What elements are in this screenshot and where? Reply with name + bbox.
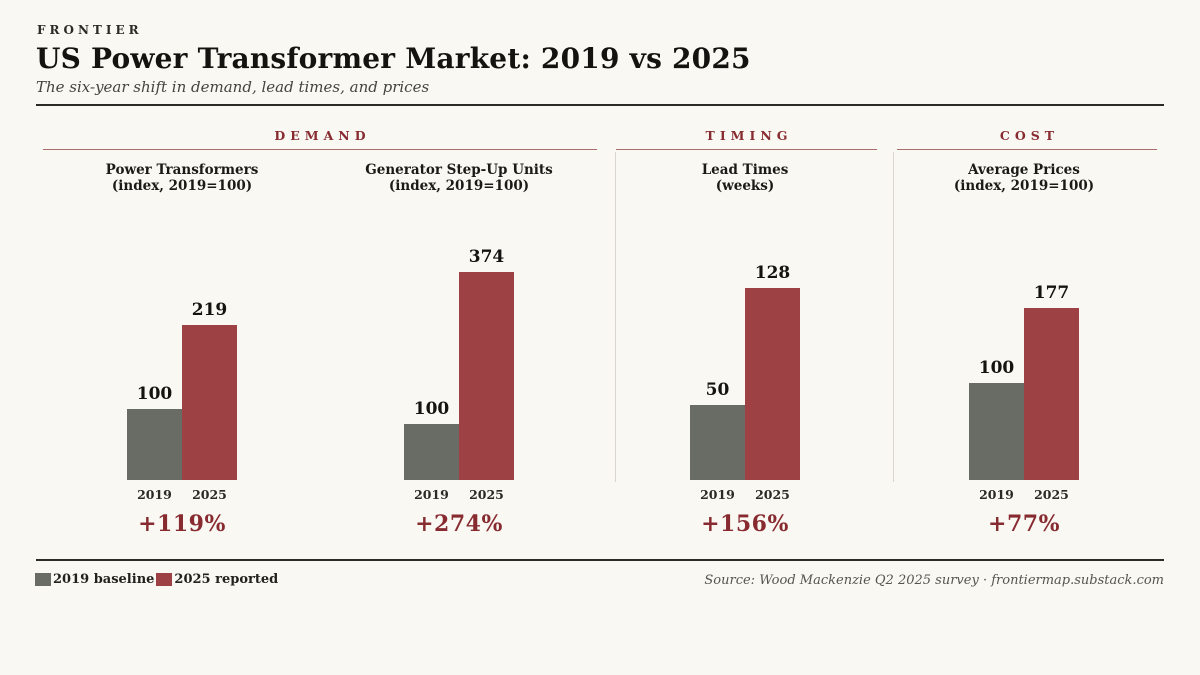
year-axis: 2019 2025 xyxy=(914,480,1134,502)
chart-panel-average-prices: Average Prices (index, 2019=100) 100 177… xyxy=(914,162,1134,537)
bar-plot: 100 219 xyxy=(72,196,292,480)
section-underline xyxy=(43,149,597,150)
brand-kicker: FRONTIER xyxy=(37,23,143,37)
bar-value-label: 50 xyxy=(705,380,730,400)
bar-plot: 50 128 xyxy=(635,196,855,480)
percent-change-label: +156% xyxy=(701,511,789,537)
vertical-divider xyxy=(615,152,616,482)
bar-2025-reported xyxy=(182,325,237,480)
section-header-timing: TIMING xyxy=(616,128,877,150)
panel-unit-label: (index, 2019=100) xyxy=(388,177,530,194)
legend-label: 2025 reported xyxy=(174,572,279,587)
bar-column-2019: 100 xyxy=(404,399,459,480)
vertical-divider xyxy=(893,152,894,482)
bar-2025-reported xyxy=(745,288,800,480)
year-tick: 2025 xyxy=(1034,487,1069,502)
section-header-demand: DEMAND xyxy=(43,128,597,150)
legend-label: 2019 baseline xyxy=(53,572,155,587)
chart-panel-lead-times: Lead Times (weeks) 50 128 2019 2025 +156… xyxy=(635,162,855,537)
bar-value-label: 100 xyxy=(136,384,173,405)
bar-column-2025: 219 xyxy=(182,300,237,480)
bar-2019-baseline xyxy=(404,424,459,480)
bar-column-2019: 50 xyxy=(690,380,745,480)
top-rule xyxy=(36,104,1164,106)
year-tick: 2025 xyxy=(469,487,504,502)
bar-2025-reported xyxy=(1024,308,1079,480)
bar-column-2025: 128 xyxy=(745,263,800,480)
bar-value-label: 100 xyxy=(413,399,450,420)
year-axis: 2019 2025 xyxy=(635,480,855,502)
bar-column-2019: 100 xyxy=(969,358,1024,480)
bar-2025-reported xyxy=(459,272,514,480)
legend-item-2025-reported: 2025 reported xyxy=(156,572,278,587)
section-underline xyxy=(897,149,1157,150)
page-subtitle: The six-year shift in demand, lead times… xyxy=(36,78,430,96)
panel-unit-label: (index, 2019=100) xyxy=(953,177,1095,194)
bar-plot: 100 177 xyxy=(914,196,1134,480)
legend-swatch-red xyxy=(156,573,173,586)
legend: 2019 baseline 2025 reported xyxy=(35,572,280,587)
bar-value-label: 374 xyxy=(468,247,505,267)
page-title: US Power Transformer Market: 2019 vs 202… xyxy=(36,42,751,75)
section-label: TIMING xyxy=(705,128,793,143)
section-label: COST xyxy=(999,128,1060,143)
bar-value-label: 100 xyxy=(978,357,1015,378)
year-tick: 2019 xyxy=(700,487,735,502)
section-label: DEMAND xyxy=(274,128,371,143)
percent-change-label: +119% xyxy=(138,511,226,537)
year-axis: 2019 2025 xyxy=(72,480,292,502)
bar-2019-baseline xyxy=(127,409,182,480)
year-tick: 2025 xyxy=(755,487,790,502)
section-header-cost: COST xyxy=(897,128,1157,150)
bar-value-label: 128 xyxy=(754,263,791,283)
year-tick: 2019 xyxy=(137,487,172,502)
year-axis: 2019 2025 xyxy=(349,480,569,502)
panel-title: Lead Times (weeks) xyxy=(635,162,855,196)
year-tick: 2025 xyxy=(192,487,227,502)
panel-title: Average Prices (index, 2019=100) xyxy=(914,162,1134,196)
panel-unit-label: (index, 2019=100) xyxy=(111,177,253,194)
panel-title: Generator Step-Up Units (index, 2019=100… xyxy=(349,162,569,196)
bar-2019-baseline xyxy=(690,405,745,480)
percent-change-label: +274% xyxy=(415,511,503,537)
bar-column-2025: 374 xyxy=(459,247,514,480)
chart-panel-generator-step-up-units: Generator Step-Up Units (index, 2019=100… xyxy=(349,162,569,537)
source-attribution: Source: Wood Mackenzie Q2 2025 survey · … xyxy=(704,573,1164,588)
chart-panel-power-transformers: Power Transformers (index, 2019=100) 100… xyxy=(72,162,292,537)
panel-unit-label: (weeks) xyxy=(715,177,775,194)
panel-title-text: Generator Step-Up Units xyxy=(365,162,553,178)
year-tick: 2019 xyxy=(979,487,1014,502)
bottom-rule xyxy=(36,559,1164,561)
bar-value-label: 177 xyxy=(1033,283,1070,303)
panel-title-text: Power Transformers xyxy=(105,162,259,178)
bar-plot: 100 374 xyxy=(349,196,569,480)
panel-title: Power Transformers (index, 2019=100) xyxy=(72,162,292,196)
year-tick: 2019 xyxy=(414,487,449,502)
bar-value-label: 219 xyxy=(191,300,228,320)
percent-change-label: +77% xyxy=(988,511,1060,537)
panel-title-text: Average Prices xyxy=(968,162,1080,178)
panel-title-text: Lead Times xyxy=(701,162,789,178)
bar-2019-baseline xyxy=(969,382,1024,480)
bar-column-2019: 100 xyxy=(127,384,182,480)
legend-swatch-gray xyxy=(35,573,51,586)
bar-column-2025: 177 xyxy=(1024,283,1079,480)
legend-item-2019-baseline: 2019 baseline xyxy=(35,572,154,587)
section-underline xyxy=(616,149,877,150)
